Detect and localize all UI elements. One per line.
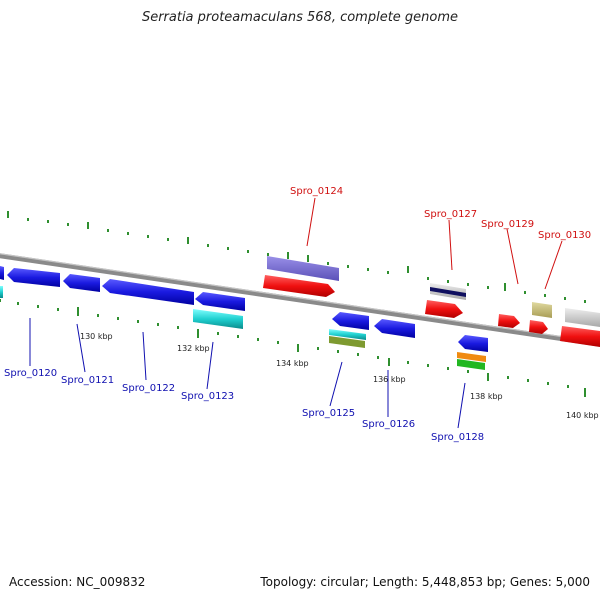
scale-label-134: 134 kbp: [276, 359, 309, 368]
gene-label-Spro_0130[interactable]: Spro_0130: [538, 230, 591, 241]
gene-Spro_0130[interactable]: [529, 302, 552, 334]
gene-label-Spro_0128[interactable]: Spro_0128: [431, 432, 484, 443]
gene-label-Spro_0129[interactable]: Spro_0129: [481, 219, 534, 230]
gene-Spro_0127[interactable]: [425, 283, 466, 318]
scale-label-130: 130 kbp: [80, 332, 113, 341]
scale-label-140: 140 kbp: [566, 411, 599, 420]
accession-text: Accession: NC_009832: [9, 575, 146, 589]
gene-unlabeled-left: [0, 266, 4, 298]
gene-label-Spro_0120[interactable]: Spro_0120: [4, 368, 57, 379]
gene-Spro_0122[interactable]: [102, 279, 194, 305]
map-title: Serratia proteamaculans 568, complete ge…: [141, 10, 459, 25]
scale-label-136: 136 kbp: [373, 375, 406, 384]
gene-label-Spro_0122[interactable]: Spro_0122: [122, 383, 175, 394]
gene-Spro_0124[interactable]: [263, 256, 339, 297]
gene-Spro_0125[interactable]: [329, 312, 369, 348]
genome-summary-text: Topology: circular; Length: 5,448,853 bp…: [260, 575, 590, 589]
gene-Spro_0129[interactable]: [498, 314, 520, 328]
gene-label-Spro_0124[interactable]: Spro_0124: [290, 186, 343, 197]
gene-label-Spro_0121[interactable]: Spro_0121: [61, 375, 114, 386]
gene-label-Spro_0126[interactable]: Spro_0126: [362, 419, 415, 430]
gene-Spro_0128[interactable]: [457, 335, 488, 370]
scale-label-132: 132 kbp: [177, 344, 210, 353]
gene-unlabeled-right: [560, 308, 600, 347]
gene-label-Spro_0123[interactable]: Spro_0123: [181, 391, 234, 402]
upper-tick-row: [7, 211, 586, 303]
gene-Spro_0120[interactable]: [7, 268, 60, 287]
gene-label-Spro_0127[interactable]: Spro_0127: [424, 209, 477, 220]
scale-label-138: 138 kbp: [470, 392, 503, 401]
gene-Spro_0121[interactable]: [63, 274, 100, 292]
lower-tick-row: [0, 299, 586, 397]
genome-backbone: [0, 253, 600, 347]
gene-Spro_0126[interactable]: [374, 319, 415, 338]
gene-Spro_0123[interactable]: [193, 292, 245, 329]
leader-lines: [29, 197, 563, 429]
gene-label-Spro_0125[interactable]: Spro_0125: [302, 408, 355, 419]
